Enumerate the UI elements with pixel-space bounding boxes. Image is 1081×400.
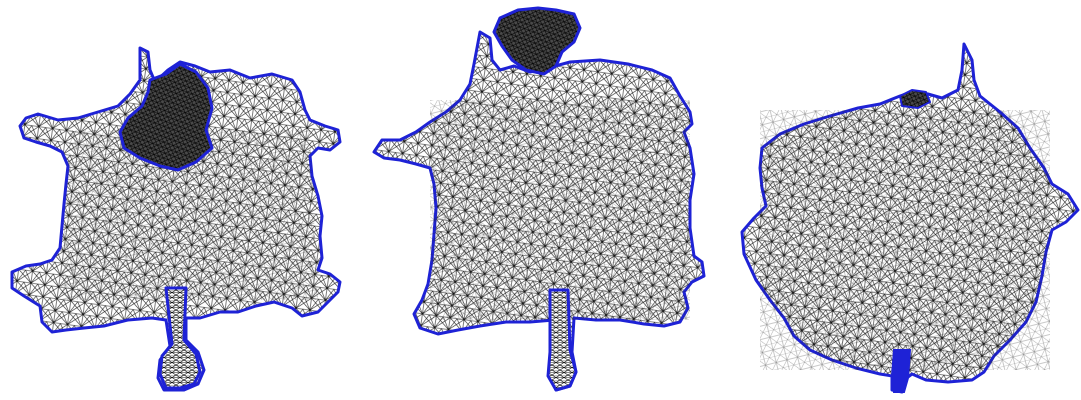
hide-3-tail bbox=[890, 349, 912, 393]
hide-2-tail bbox=[546, 288, 578, 392]
hide-1-dense-head bbox=[118, 62, 214, 172]
hide-mesh-panel-3 bbox=[740, 42, 1080, 394]
hide-2-head bbox=[492, 6, 582, 76]
hide-3-overlay-mesh bbox=[760, 110, 1050, 370]
hide-mesh-panel-2 bbox=[372, 6, 706, 392]
hide-2-overlay-mesh bbox=[430, 100, 690, 320]
hide-mesh-panel-1 bbox=[10, 46, 342, 392]
hide-1-overlay-mesh bbox=[60, 130, 318, 300]
hide-3-neck bbox=[899, 89, 931, 109]
hide-1-tail bbox=[158, 286, 202, 390]
